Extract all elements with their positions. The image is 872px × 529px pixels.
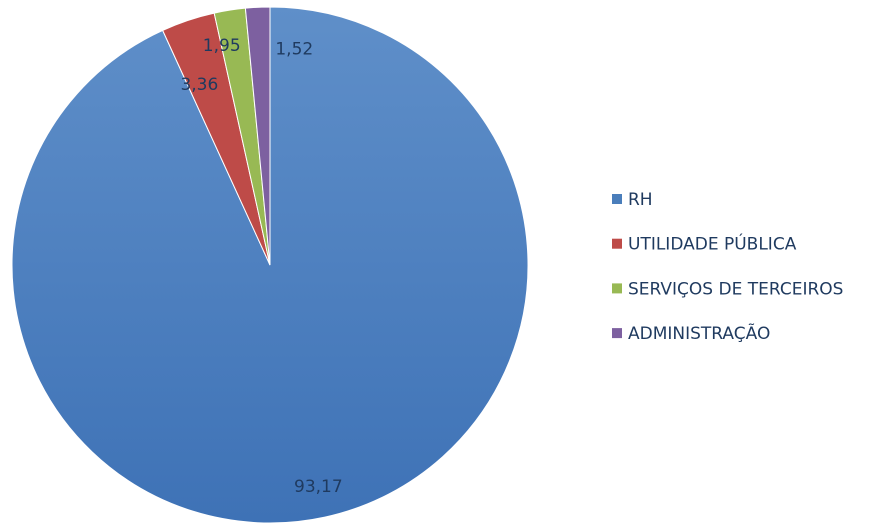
legend-label: UTILIDADE PÚBLICA xyxy=(628,233,797,255)
legend-swatch xyxy=(612,194,622,204)
legend-label: ADMINISTRAÇÃO xyxy=(628,322,770,344)
pie-slice xyxy=(244,6,271,266)
legend-label: SERVIÇOS DE TERCEIROS xyxy=(628,279,843,299)
data-label: 1,52 xyxy=(275,40,313,60)
legend-swatch xyxy=(612,328,622,339)
data-label: 93,17 xyxy=(294,477,343,497)
data-label: 3,36 xyxy=(180,75,218,95)
legend-label: RH xyxy=(628,190,653,210)
legend-swatch xyxy=(612,283,622,294)
data-label: 1,95 xyxy=(203,36,241,56)
legend-swatch xyxy=(612,238,622,249)
